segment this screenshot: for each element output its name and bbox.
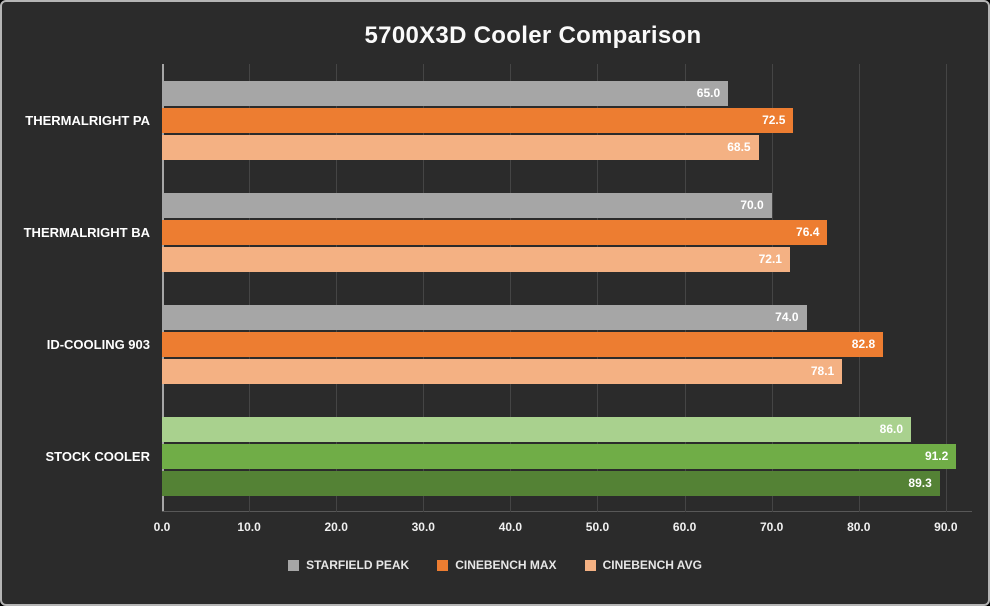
bar-row: 86.0 — [162, 416, 972, 442]
bar-groups: THERMALRIGHT PA 65.0 72.5 68.5 THERMALRIGHT … — [10, 64, 972, 512]
legend-swatch — [288, 559, 300, 571]
bar-value-label: 74.0 — [775, 310, 799, 324]
bar-row: 91.2 — [162, 443, 972, 469]
bar-row: 74.0 — [162, 304, 972, 330]
legend-item: CINEBENCH MAX — [437, 558, 557, 572]
gridline — [510, 64, 512, 512]
bar-set: 74.0 82.8 78.1 — [162, 303, 972, 386]
x-tick-label: 10.0 — [237, 520, 261, 534]
bar-starfield-peak: 65.0 — [162, 80, 729, 106]
bar-set: 65.0 72.5 68.5 — [162, 79, 972, 162]
bar-row: 82.8 — [162, 331, 972, 357]
gridline — [423, 64, 425, 512]
x-tick-label: 20.0 — [324, 520, 348, 534]
legend: STARFIELD PEAK CINEBENCH MAX CINEBENCH AVG — [2, 558, 988, 572]
bar-cinebench-avg: 68.5 — [162, 134, 759, 160]
bar-value-label: 68.5 — [727, 140, 751, 154]
x-tick-label: 60.0 — [672, 520, 697, 534]
gridline — [249, 64, 251, 512]
legend-label: STARFIELD PEAK — [306, 558, 410, 572]
grid-layer — [162, 64, 972, 512]
bar-cinebench-avg: 89.3 — [162, 470, 940, 496]
bar-value-label: 65.0 — [696, 86, 721, 100]
bar-set: 70.0 76.4 72.1 — [162, 191, 972, 274]
bar-row: 72.1 — [162, 246, 972, 272]
bar-value-label: 89.3 — [908, 476, 932, 490]
bar-group: THERMALRIGHT PA 65.0 72.5 68.5 — [10, 79, 972, 162]
bar-row: 68.5 — [162, 134, 972, 160]
chart-title: 5700X3D Cooler Comparison — [364, 22, 702, 49]
gridline — [597, 64, 599, 512]
bar-cinebench-max: 72.5 — [162, 107, 794, 133]
bar-value-label: 72.1 — [758, 252, 782, 266]
x-tick-label: 0.0 — [153, 520, 171, 534]
legend-item: STARFIELD PEAK — [288, 558, 409, 572]
bar-row: 78.1 — [162, 358, 972, 384]
bar-row: 70.0 — [162, 192, 972, 218]
category-label: STOCK COOLER — [45, 448, 151, 464]
x-tick-label: 30.0 — [411, 520, 435, 534]
legend-swatch — [584, 559, 596, 571]
bar-row: 65.0 — [162, 80, 972, 106]
bar-row: 72.5 — [162, 107, 972, 133]
gridline — [945, 64, 947, 512]
x-axis-ticks: 0.0 10.0 20.0 30.0 40.0 50.0 60.0 70.0 80.0 90.0 — [154, 520, 972, 540]
gridline — [684, 64, 686, 512]
x-tick-label: 50.0 — [585, 520, 610, 534]
bar-row: 89.3 — [162, 470, 972, 496]
bar-starfield-peak: 86.0 — [162, 416, 912, 442]
bar-value-label: 70.0 — [740, 198, 764, 212]
bar-value-label: 78.1 — [810, 364, 835, 378]
category-label: THERMALRIGHT BA — [23, 224, 150, 240]
bar-group: STOCK COOLER 86.0 91.2 89.3 — [10, 415, 972, 498]
bar-value-label: 91.2 — [924, 449, 949, 463]
category-label: ID-COOLING 903 — [46, 336, 150, 352]
x-tick-label: 70.0 — [759, 520, 784, 534]
bar-row: 76.4 — [162, 219, 972, 245]
bar-value-label: 86.0 — [879, 422, 904, 436]
legend-label: CINEBENCH AVG — [602, 558, 702, 572]
legend-swatch — [437, 559, 449, 571]
bar-cinebench-max: 82.8 — [162, 331, 884, 357]
x-tick-label: 90.0 — [934, 520, 958, 534]
bar-cinebench-max: 76.4 — [162, 219, 828, 245]
bar-starfield-peak: 74.0 — [162, 304, 807, 330]
gridline — [858, 64, 860, 512]
bar-starfield-peak: 70.0 — [162, 192, 772, 218]
bar-value-label: 72.5 — [762, 113, 786, 127]
category-label: THERMALRIGHT PA — [25, 112, 150, 128]
y-axis-line — [162, 64, 164, 512]
bar-chart: THERMALRIGHT PA 65.0 72.5 68.5 THERMALRIGHT … — [10, 64, 972, 512]
x-tick-label: 80.0 — [847, 520, 871, 534]
bar-group: ID-COOLING 903 74.0 82.8 78.1 — [10, 303, 972, 386]
bar-cinebench-avg: 78.1 — [162, 358, 843, 384]
legend-item: CINEBENCH AVG — [584, 558, 702, 572]
bar-value-label: 82.8 — [851, 337, 876, 351]
gridline — [336, 64, 338, 512]
gridline — [771, 64, 773, 512]
legend-label: CINEBENCH MAX — [455, 558, 557, 572]
bar-value-label: 76.4 — [796, 225, 820, 239]
bar-cinebench-avg: 72.1 — [162, 246, 790, 272]
bar-group: THERMALRIGHT BA 70.0 76.4 72.1 — [10, 191, 972, 274]
x-tick-label: 40.0 — [498, 520, 523, 534]
x-axis-line — [162, 511, 972, 512]
bar-set: 86.0 91.2 89.3 — [162, 415, 972, 498]
bar-cinebench-max: 91.2 — [162, 443, 957, 469]
